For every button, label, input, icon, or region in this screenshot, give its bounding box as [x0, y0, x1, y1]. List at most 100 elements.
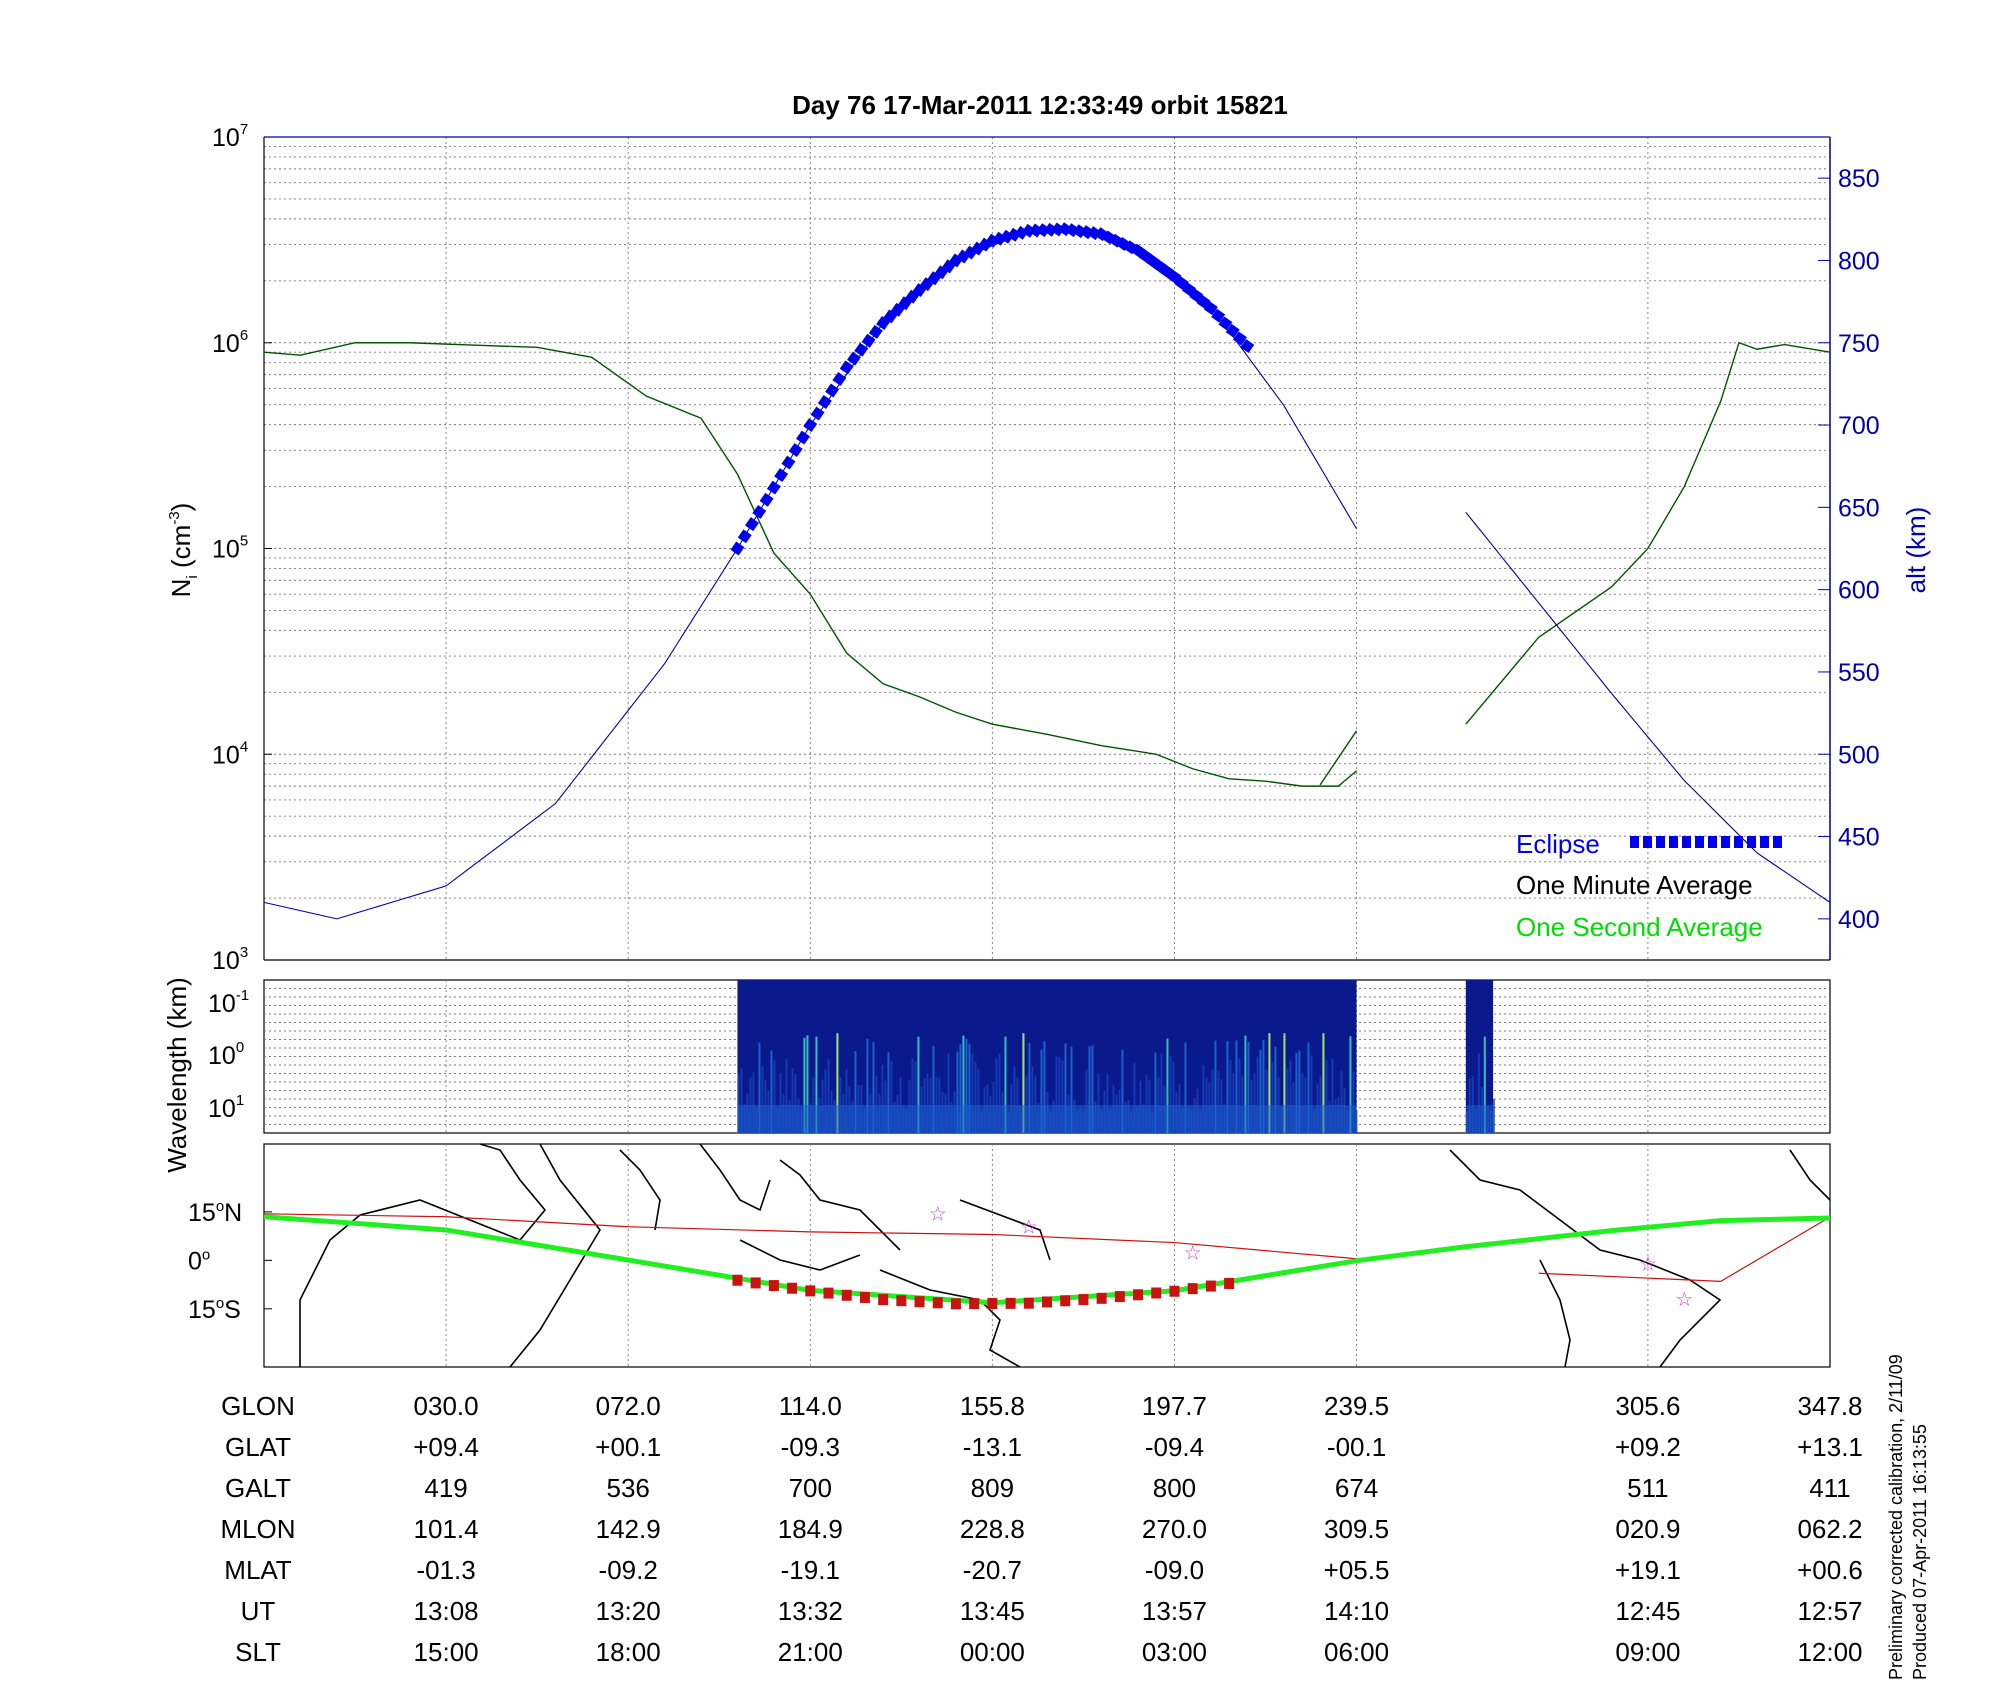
table-cell: -13.1	[963, 1432, 1022, 1462]
eclipse-marker	[1211, 308, 1226, 323]
eclipse-marker	[796, 430, 810, 445]
spectrogram-stripe	[1169, 1055, 1172, 1133]
minute-average-line	[1465, 341, 1831, 725]
left-axis-label: Ni (cm-3)	[166, 503, 201, 598]
spectrogram-stripe	[995, 1058, 998, 1133]
legend-second-label: One Second Average	[1516, 912, 1763, 942]
degree-symbol: o	[216, 1198, 224, 1215]
eclipse-marker	[730, 541, 745, 556]
table-cell: 114.0	[779, 1391, 842, 1421]
left-tick-label: 105	[212, 533, 248, 564]
left-tick-label: 107	[212, 121, 248, 152]
eclipse-marker	[803, 418, 818, 433]
spectrogram-stripe	[947, 1053, 950, 1133]
table-cell: 03:00	[1142, 1637, 1207, 1667]
spectrogram-stripe	[1004, 1036, 1007, 1133]
table-cell: 14:10	[1324, 1596, 1389, 1626]
legend-eclipse-marker	[1695, 836, 1704, 848]
table-row-label: UT	[241, 1596, 276, 1626]
left-axis-label-subscript: i	[184, 575, 201, 578]
station-star: ☆	[1675, 1289, 1693, 1311]
left-tick-label: 103	[212, 944, 248, 975]
spectrogram-stripe	[1319, 1075, 1322, 1133]
spectrogram-stripe	[785, 1059, 788, 1133]
legend-eclipse-label: Eclipse	[1516, 829, 1600, 859]
spectrogram-peak	[1283, 1033, 1286, 1133]
table-cell: 239.5	[1324, 1391, 1389, 1421]
table-cell: 13:08	[414, 1596, 479, 1626]
coastline	[299, 1143, 547, 1367]
table-cell: 21:00	[778, 1637, 843, 1667]
map-eclipse-marker	[950, 1298, 961, 1310]
eclipse-marker	[737, 529, 752, 544]
legend-minute-label: One Minute Average	[1516, 870, 1753, 900]
spectrogram-stripe	[866, 1038, 869, 1133]
spectrogram-stripe	[1301, 1072, 1304, 1133]
left-tick-exponent: 7	[240, 121, 248, 138]
spectrogram-stripe	[1265, 1069, 1268, 1133]
eclipse-marker	[817, 395, 832, 409]
latitude-tick-label: 15oN	[188, 1198, 242, 1227]
spectrogram-stripe	[1160, 1053, 1163, 1133]
spectrogram-stripe	[965, 1038, 968, 1133]
wavelength-tick-label: 10-1	[208, 987, 249, 1018]
table-cell: 12:57	[1797, 1596, 1862, 1626]
density-altitude-panel: 103 104 105 106 107 400 450 500 550 600 650 700 750 8…	[166, 121, 1931, 975]
table-row-label: GLON	[221, 1391, 295, 1421]
left-axis-label-close: )	[166, 503, 196, 512]
table-row-label: MLON	[220, 1514, 295, 1544]
table-cell: 700	[789, 1473, 832, 1503]
table-row-label: SLT	[235, 1637, 281, 1667]
spectrogram-stripe	[899, 1076, 902, 1133]
map-eclipse-marker	[805, 1285, 816, 1297]
spectrogram-stripe	[1471, 1076, 1474, 1133]
map-eclipse-marker	[878, 1294, 889, 1306]
right-tick-label: 750	[1838, 330, 1880, 358]
coastline	[879, 1269, 1021, 1368]
table-cell: 347.8	[1797, 1391, 1862, 1421]
spectrogram-stripe	[791, 1068, 794, 1133]
table-cell: 06:00	[1324, 1637, 1389, 1667]
spectrogram-stripe	[854, 1051, 857, 1133]
spectrogram-stripe	[758, 1042, 761, 1133]
coastline	[1539, 1259, 1571, 1368]
eclipse-marker	[745, 517, 759, 532]
spectrogram-stripe	[1133, 1063, 1136, 1133]
spectrogram-stripe	[1325, 1060, 1328, 1133]
spectrogram-stripe	[1058, 1057, 1061, 1133]
table-cell: 13:45	[960, 1596, 1025, 1626]
map-eclipse-marker	[1060, 1295, 1071, 1307]
right-tick-label: 450	[1838, 824, 1880, 852]
table-cell: 142.9	[596, 1514, 661, 1544]
spectrogram-stripe	[1352, 1071, 1355, 1133]
spectrogram-stripe	[911, 1058, 914, 1133]
spectrogram-stripe	[1483, 1036, 1486, 1133]
spectrogram-stripe	[1172, 1061, 1175, 1133]
table-cell: +05.5	[1324, 1555, 1390, 1585]
table-cell: -19.1	[781, 1555, 840, 1585]
wavelength-tick-exponent: 0	[236, 1039, 244, 1056]
magnetic-equator-line	[263, 1213, 1357, 1260]
orbit-table: GLON 030.0 072.0 114.0 155.8 197.7 239.5 305.6 3…	[220, 1391, 1862, 1667]
eclipse-marker	[847, 351, 861, 366]
spectrogram-stripe	[1226, 1041, 1229, 1133]
legend-eclipse-marker	[1630, 836, 1639, 848]
spectrogram-stripe	[761, 1065, 764, 1133]
spectrogram-stripe	[1259, 1050, 1262, 1133]
left-tick-label: 106	[212, 327, 248, 358]
spectrogram-stripe	[1298, 1050, 1301, 1133]
table-cell: 13:32	[778, 1596, 843, 1626]
wavelength-tick-exponent: 1	[236, 1092, 244, 1109]
spectrogram-stripe	[1331, 1058, 1334, 1133]
spectrogram-stripe	[1307, 1042, 1310, 1133]
table-cell: 15:00	[414, 1637, 479, 1667]
eclipse-marker	[752, 504, 767, 519]
spectrogram-stripe	[974, 1061, 977, 1133]
table-cell: -09.0	[1145, 1555, 1204, 1585]
table-cell: +09.4	[413, 1432, 479, 1462]
right-tick-label: 800	[1838, 247, 1880, 275]
spectrogram-stripe	[1097, 1073, 1100, 1133]
altitude-line	[263, 230, 1358, 920]
spectrogram-stripe	[794, 1074, 797, 1133]
spectrogram-stripe	[1238, 1058, 1241, 1133]
